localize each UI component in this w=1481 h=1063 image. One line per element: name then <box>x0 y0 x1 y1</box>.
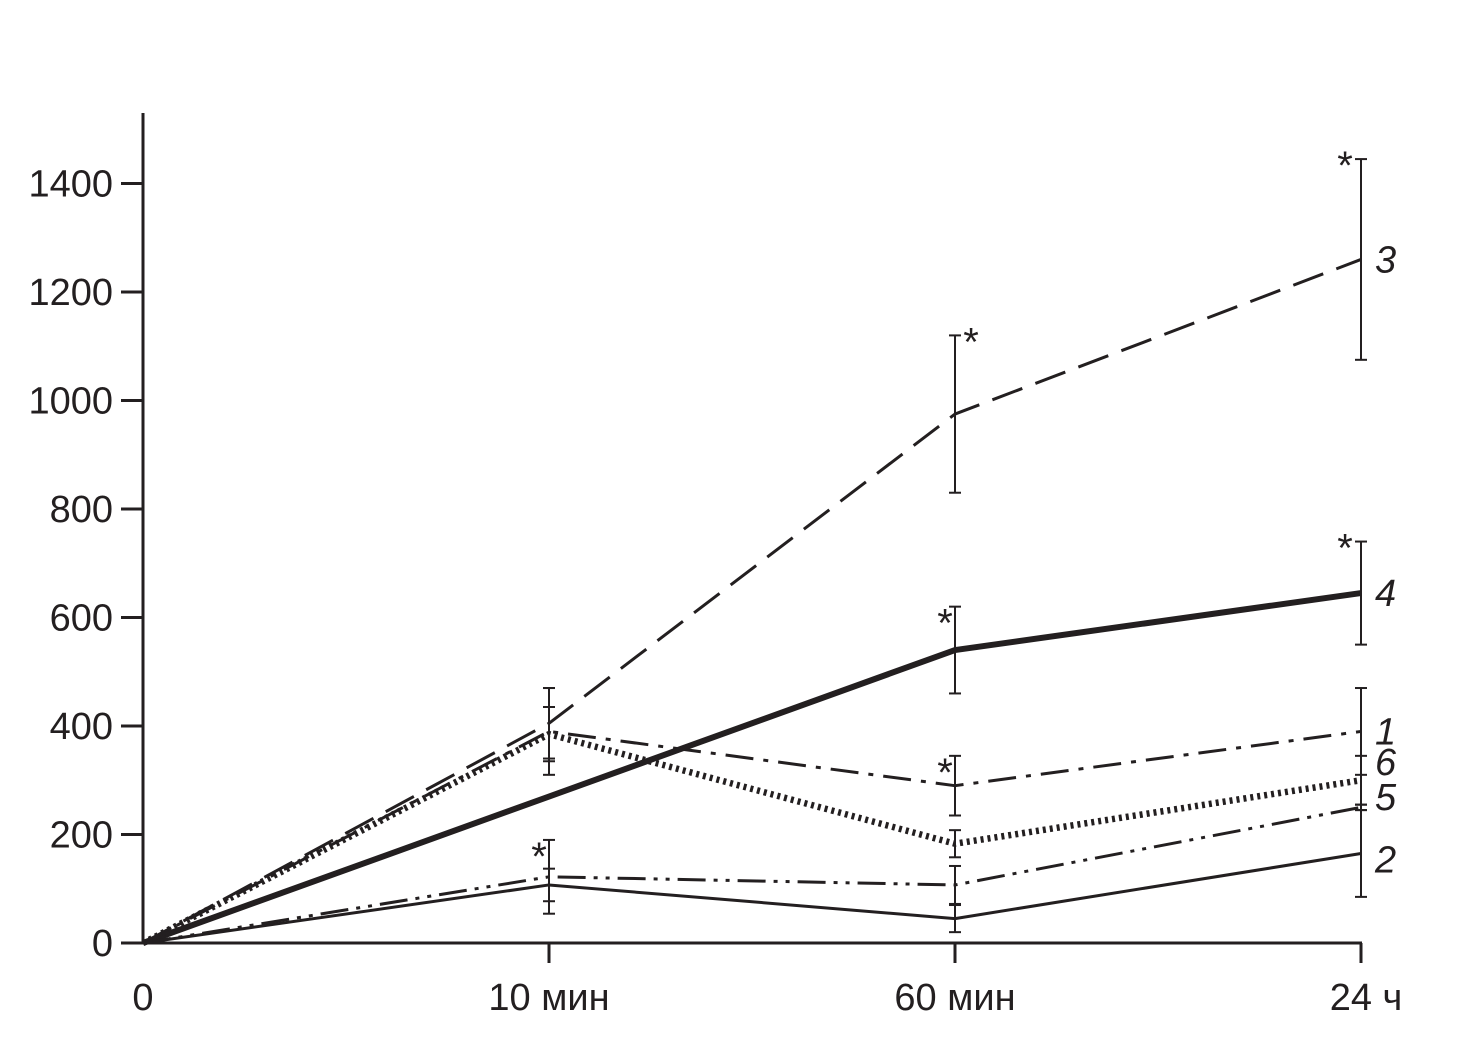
y-tick-label: 1000 <box>28 381 113 423</box>
significance-star: * <box>531 835 547 879</box>
series-label-6: 6 <box>1375 742 1397 784</box>
significance-star: * <box>963 320 979 364</box>
series-label-1: 1 <box>1375 711 1396 753</box>
y-tick-label: 200 <box>50 815 113 857</box>
series-label-3: 3 <box>1375 239 1396 281</box>
series-lines <box>141 258 1362 946</box>
series-label-5: 5 <box>1375 777 1397 819</box>
x-tick-label: 24 ч <box>1330 977 1403 1019</box>
y-tick-label: 400 <box>50 706 113 748</box>
significance-star: * <box>1337 144 1353 188</box>
significance-star: * <box>937 751 953 795</box>
y-tick-label: 800 <box>50 489 113 531</box>
y-tick-label: 1400 <box>28 164 113 206</box>
y-tick-label: 0 <box>92 923 113 965</box>
significance-star: * <box>1337 527 1353 571</box>
y-tick-label: 1200 <box>28 272 113 314</box>
series-line-4 <box>141 590 1362 946</box>
error-bars <box>543 158 1367 934</box>
series-line-5 <box>142 805 1362 945</box>
series-label-4: 4 <box>1375 573 1396 615</box>
axes <box>121 112 1363 963</box>
series-line-2 <box>142 852 1362 945</box>
x-tick-label: 60 мин <box>894 977 1015 1019</box>
series-line-6 <box>141 730 1362 946</box>
significance-star: * <box>937 602 953 646</box>
series-label-2: 2 <box>1374 839 1396 881</box>
series-line-1 <box>142 729 1362 945</box>
x-tick-label: 10 мин <box>488 977 609 1019</box>
y-tick-label: 600 <box>50 598 113 640</box>
series-line-3 <box>142 258 1362 945</box>
x-tick-label: 0 <box>132 977 153 1019</box>
